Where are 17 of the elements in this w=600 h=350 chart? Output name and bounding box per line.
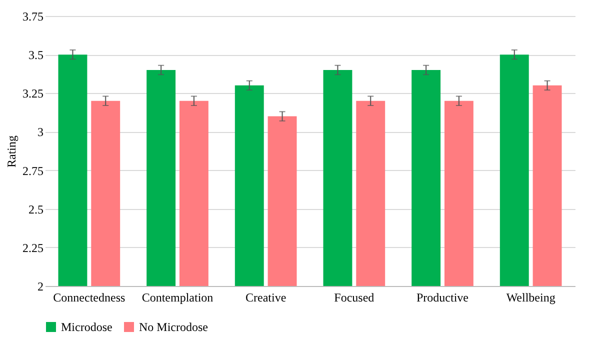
y-tick-label: 2.75 xyxy=(22,164,44,178)
x-tick-label: Connectedness xyxy=(53,290,126,304)
x-tick-label: Focused xyxy=(334,290,374,304)
y-tick-label: 3.5 xyxy=(28,48,44,62)
legend-label: Microdose xyxy=(61,320,112,334)
legend-label: No Microdose xyxy=(139,320,208,334)
y-tick-label: 3.25 xyxy=(22,86,44,101)
y-tick-label: 2.25 xyxy=(22,240,44,255)
x-tick-label: Creative xyxy=(246,290,286,304)
y-tick-label: 3.75 xyxy=(22,10,44,24)
x-tick-label: Contemplation xyxy=(142,290,214,304)
x-tick-label: Wellbeing xyxy=(506,290,556,304)
y-axis-title: Rating xyxy=(4,136,18,168)
y-tick-label: 3 xyxy=(38,125,44,140)
y-tick-label: 2 xyxy=(38,280,44,294)
x-tick-label: Productive xyxy=(416,290,468,304)
y-tick-label: 2.5 xyxy=(28,202,44,216)
